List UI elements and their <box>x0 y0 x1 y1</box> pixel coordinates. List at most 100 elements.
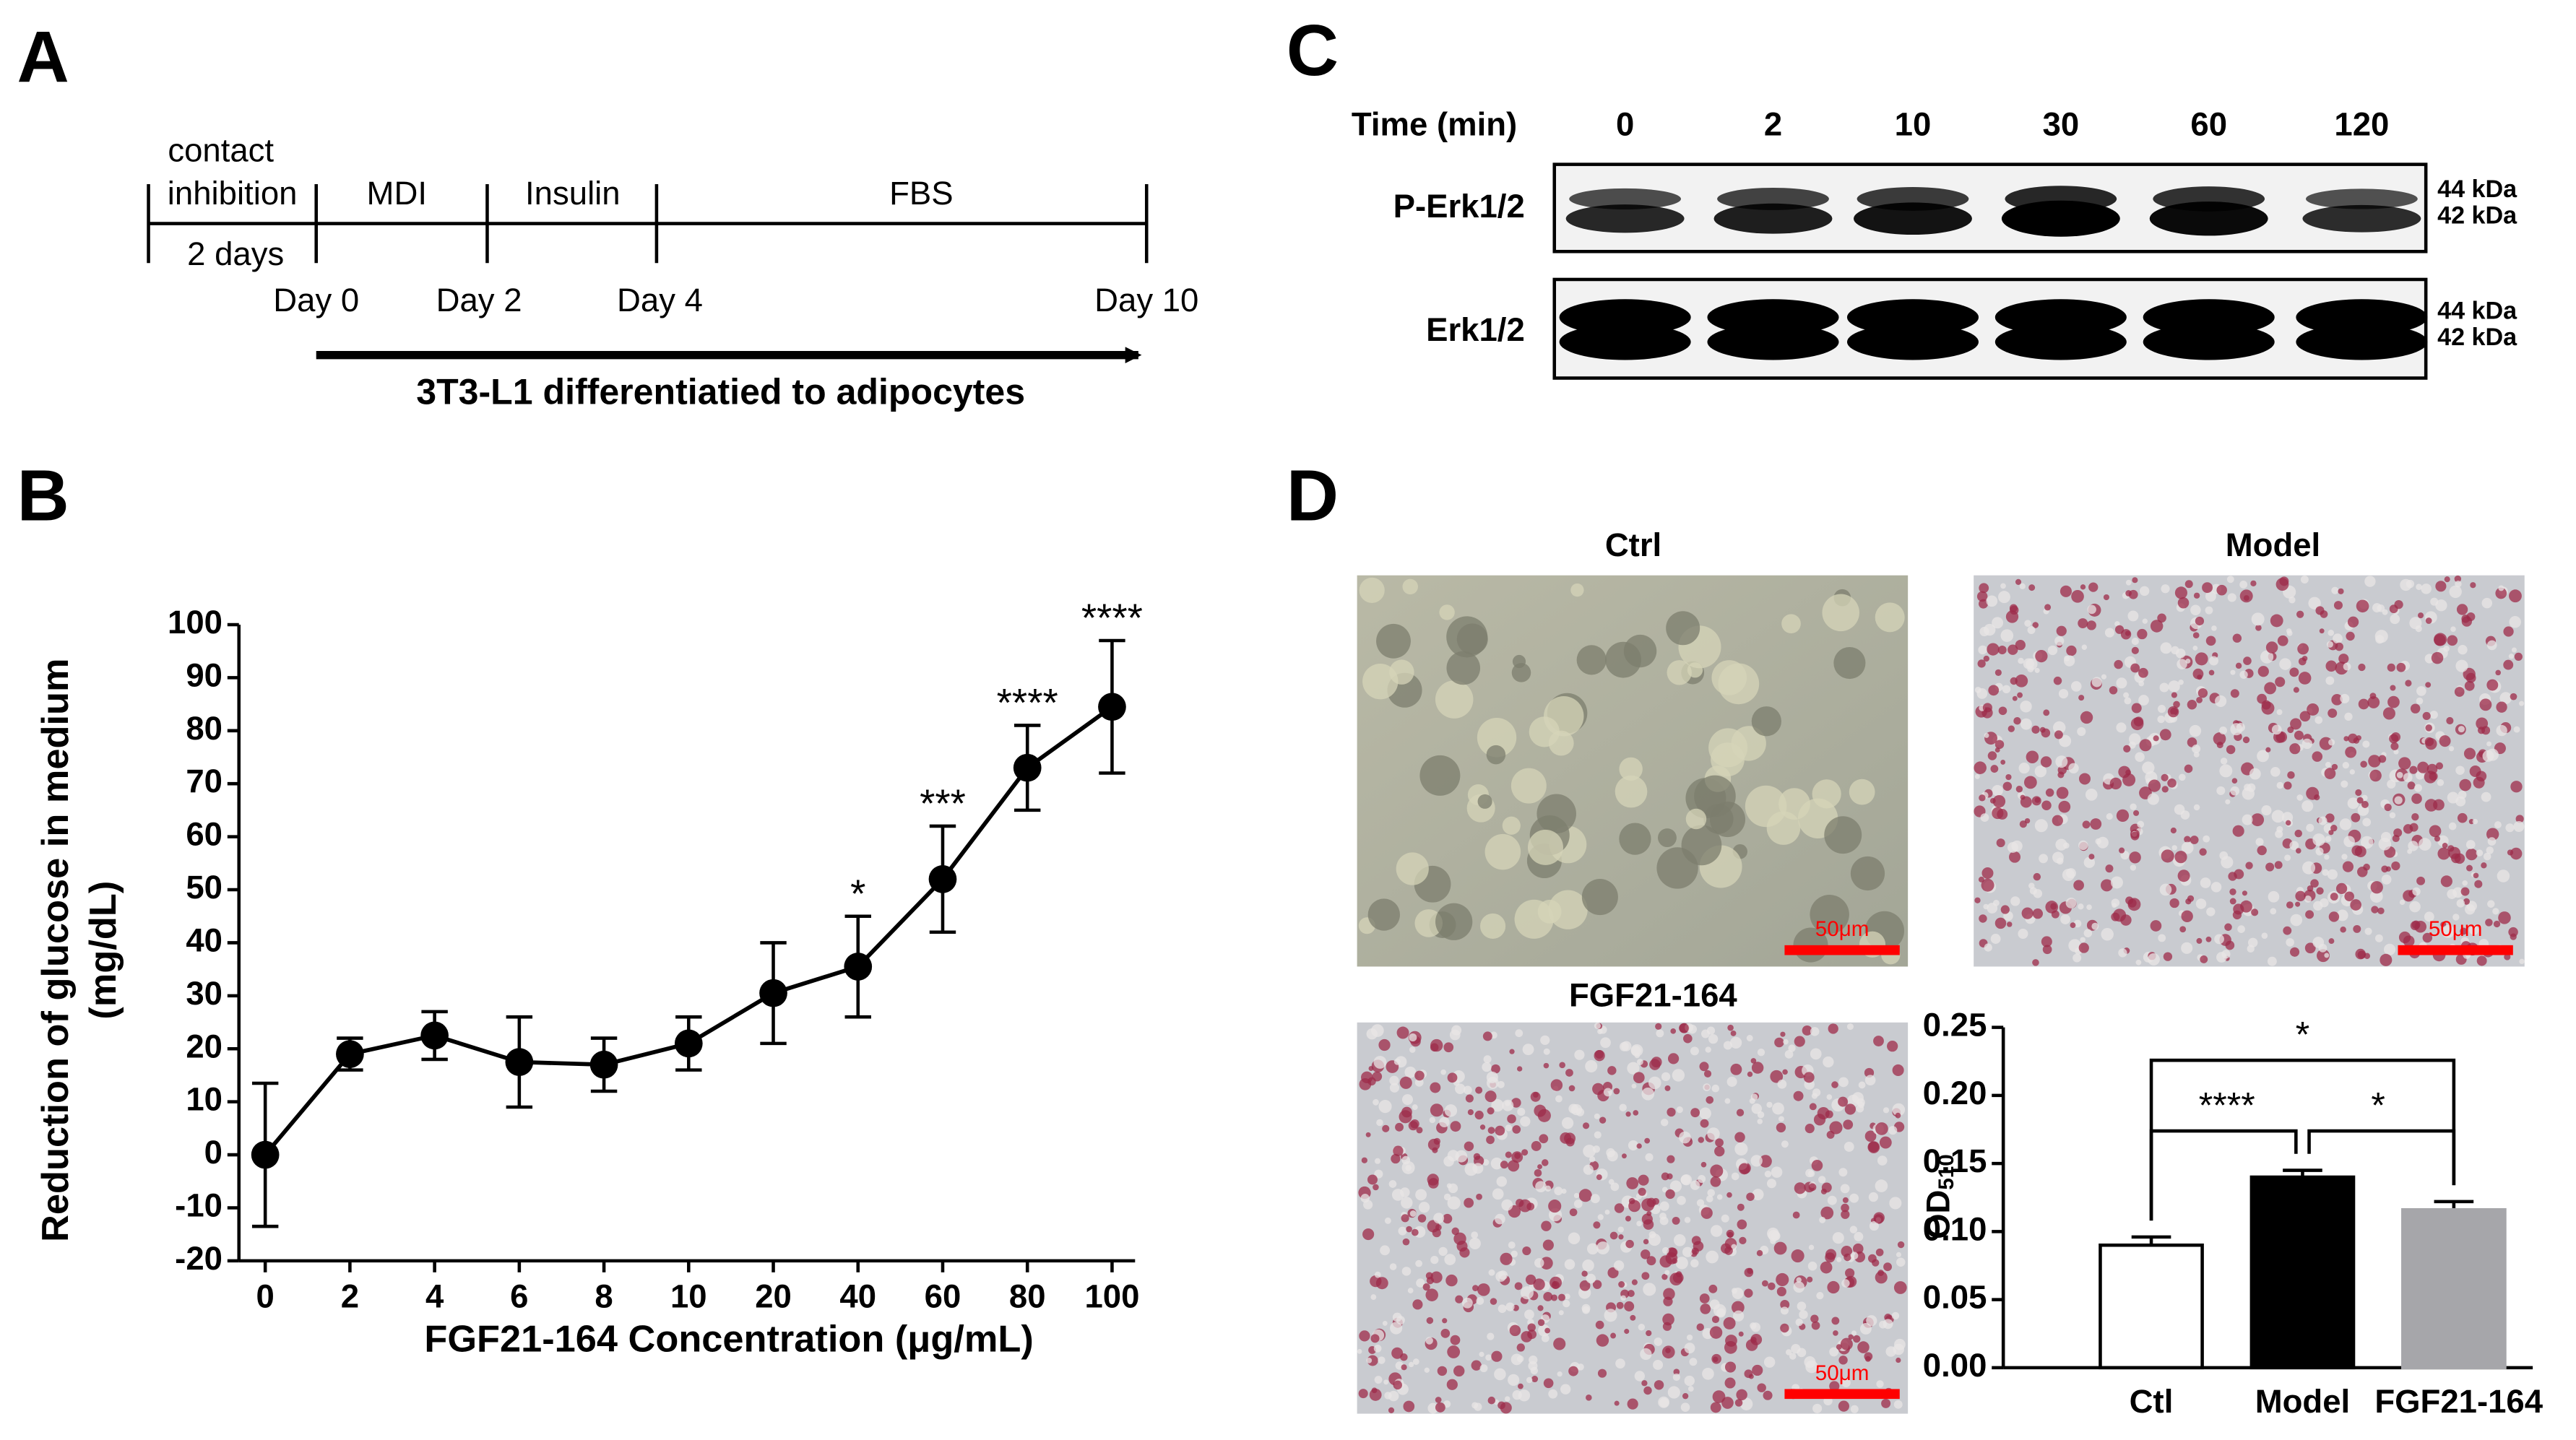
cell <box>2015 674 2028 688</box>
cell <box>2447 889 2458 899</box>
cell <box>2010 896 2020 906</box>
cell <box>2344 712 2353 721</box>
cell <box>2070 922 2076 929</box>
cell <box>2047 645 2058 656</box>
cell <box>1597 1214 1604 1220</box>
cell <box>1895 1112 1901 1119</box>
cell <box>1708 1284 1718 1293</box>
cell <box>2383 943 2396 955</box>
cell <box>1784 1049 1794 1059</box>
cell <box>2127 610 2139 622</box>
cell <box>1502 816 1521 835</box>
cell <box>1497 1401 1505 1410</box>
cell <box>2216 952 2227 963</box>
cell <box>1409 1046 1416 1053</box>
cell <box>1488 1269 1495 1276</box>
cell <box>2000 583 2006 589</box>
cell <box>1388 1180 1397 1188</box>
cell <box>2399 899 2406 906</box>
cell <box>1586 1243 1599 1255</box>
cell <box>2446 716 2454 725</box>
cell <box>1615 775 1648 808</box>
cell <box>2411 793 2422 804</box>
cell <box>2349 769 2356 775</box>
cell <box>1446 651 1481 685</box>
cell <box>1373 1344 1382 1353</box>
cell <box>2442 843 2448 849</box>
cell <box>2219 726 2228 734</box>
y-tick-label: 0.05 <box>1923 1279 1987 1316</box>
cell <box>2086 620 2096 630</box>
cell <box>2464 680 2475 691</box>
cell <box>1437 1366 1448 1376</box>
cell <box>2424 911 2434 922</box>
cell <box>1654 1380 1664 1390</box>
cell <box>1780 1031 1786 1037</box>
cell <box>2232 633 2242 643</box>
cell <box>1829 1347 1839 1357</box>
cell <box>1858 1081 1866 1089</box>
cell <box>1435 680 1474 719</box>
cell <box>1443 1400 1451 1408</box>
cell <box>1594 1131 1602 1139</box>
cell <box>1892 1103 1906 1116</box>
cell <box>1409 1033 1417 1042</box>
cell <box>1359 577 1385 603</box>
cell <box>2304 895 2312 903</box>
cell <box>1994 917 2007 929</box>
cell <box>1744 1288 1753 1298</box>
cell <box>2387 663 2395 672</box>
cell <box>2080 711 2093 724</box>
cell <box>1850 1252 1859 1260</box>
cell <box>1641 1249 1651 1259</box>
cell <box>1586 1395 1592 1401</box>
cell <box>1894 1338 1906 1350</box>
cell <box>1594 1049 1604 1059</box>
cell <box>2466 864 2473 872</box>
cell <box>2234 869 2244 880</box>
cell <box>2431 651 2444 664</box>
cell <box>1864 1352 1873 1361</box>
cell <box>2251 813 2265 827</box>
cell <box>1812 1403 1823 1413</box>
cell <box>1627 1062 1640 1075</box>
cell <box>1757 1119 1763 1124</box>
cell <box>2058 688 2069 699</box>
cell <box>1747 1071 1753 1077</box>
cell <box>1626 1177 1639 1189</box>
cell <box>1736 1109 1745 1116</box>
cell <box>1537 1319 1545 1327</box>
cell <box>2020 701 2032 713</box>
cell <box>2181 910 2193 922</box>
cell <box>1702 1368 1714 1380</box>
cell <box>1820 1188 1827 1194</box>
cell <box>2039 726 2046 733</box>
cell <box>1440 1329 1451 1338</box>
cell <box>2486 828 2499 841</box>
cell <box>2324 854 2330 860</box>
cell <box>1700 1119 1709 1128</box>
kda-label: 42 kDa <box>2437 324 2517 351</box>
y-tick-label: -10 <box>175 1187 222 1224</box>
cell <box>2469 925 2479 935</box>
significance: **** <box>2199 1085 2255 1125</box>
cell <box>2020 718 2032 730</box>
cell <box>2289 743 2301 755</box>
cell <box>2167 778 2177 788</box>
cell <box>1857 1341 1870 1353</box>
cell <box>1576 645 1607 675</box>
cell <box>2208 669 2215 676</box>
cell <box>2497 869 2510 882</box>
cell <box>2353 924 2361 933</box>
cell <box>2362 740 2370 748</box>
cell <box>1660 1119 1669 1127</box>
cell <box>2343 662 2351 671</box>
cell <box>1508 1160 1520 1172</box>
cell <box>1445 1274 1458 1287</box>
cell <box>2293 687 2299 693</box>
x-tick-label: 2 <box>341 1278 359 1314</box>
cell <box>1409 1210 1417 1217</box>
cell <box>2320 898 2329 908</box>
cell <box>1378 1038 1391 1051</box>
